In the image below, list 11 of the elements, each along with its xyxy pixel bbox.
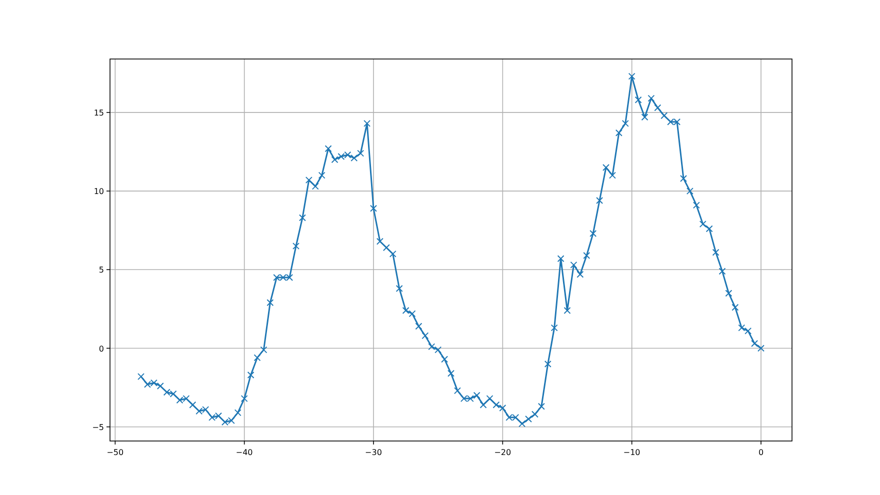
- x-tick-label: −30: [365, 448, 382, 457]
- y-tick-label: 15: [94, 108, 104, 118]
- y-tick-label: 5: [98, 266, 104, 275]
- x-tick-label: −40: [236, 448, 253, 457]
- y-tick-label: −5: [92, 422, 104, 432]
- x-tick-label: 0: [758, 448, 764, 457]
- x-tick-label: −50: [106, 448, 124, 457]
- x-tick-label: −10: [623, 448, 640, 457]
- y-tick-label: 10: [94, 187, 104, 196]
- y-tick-label: 0: [98, 344, 104, 354]
- x-tick-label: −20: [494, 448, 512, 457]
